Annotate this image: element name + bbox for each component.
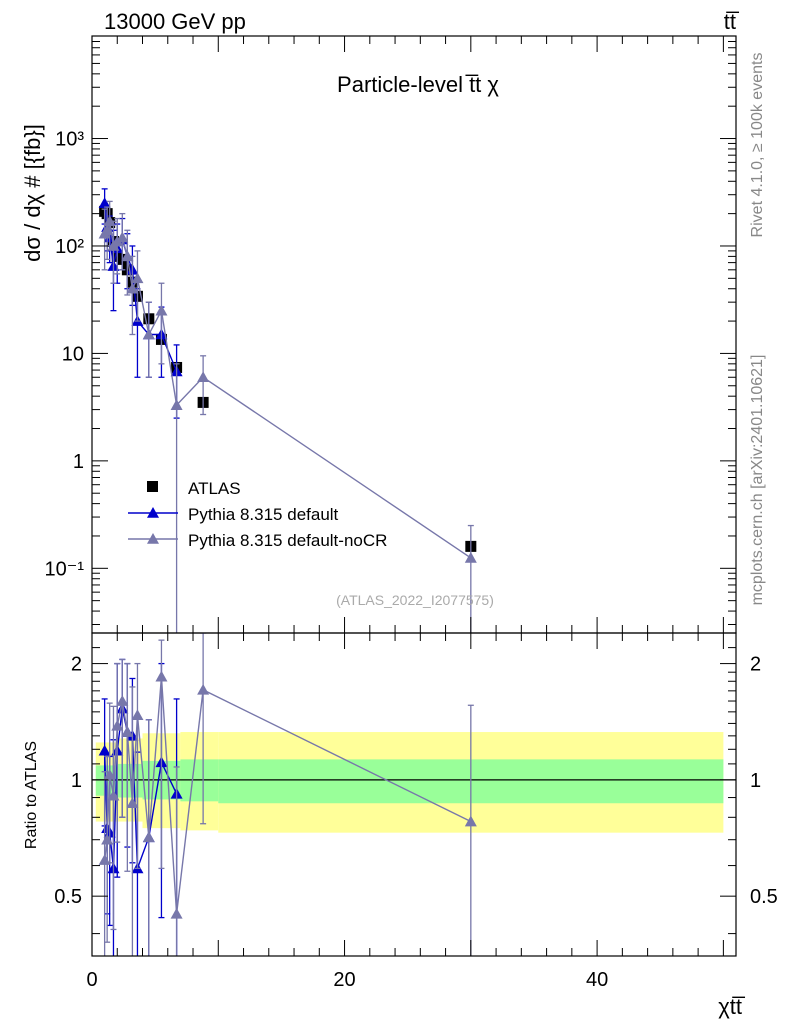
main-panel: 10⁻¹ 1 10 10² 10³ Particle-level t̅t χ dσ / …: [20, 35, 737, 634]
header-process-label: tt̅: [724, 9, 740, 34]
pythia-8-315-default-nocr-ratio-point: [116, 695, 129, 706]
ratio-y-tick-label: 2: [71, 654, 82, 676]
watermark-label: (ATLAS_2022_I2077575): [336, 592, 494, 608]
header-energy-label: 13000 GeV pp: [104, 9, 246, 34]
pythia-8-315-default-nocr-data-point: [131, 272, 144, 284]
ratio-y-axis-label: Ratio to ATLAS: [23, 741, 40, 849]
x-tick-label: 40: [586, 969, 608, 991]
pythia-8-315-default-nocr-data-point: [103, 215, 116, 227]
y-tick-label: 10²: [55, 236, 84, 258]
y-tick-label: 10⁻¹: [45, 558, 85, 580]
pythia-8-315-default-nocr-ratio-point: [170, 907, 183, 919]
legend: ATLAS Pythia 8.315 default Pythia 8.315 de…: [128, 479, 387, 550]
mcplots-reference-label: mcplots.cern.ch [arXiv:2401.10621]: [749, 355, 766, 606]
legend-marker: [147, 533, 159, 544]
pythia-8-315-default-nocr-data-point: [121, 250, 134, 262]
pythia-8-315-default-nocr-data-point: [126, 282, 139, 294]
legend-label: ATLAS: [188, 479, 241, 498]
main-title: Particle-level t̅t χ: [337, 72, 499, 97]
y-tick-label: 1: [73, 451, 84, 473]
pythia-8-315-default-nocr-ratio-point: [101, 833, 114, 845]
legend-label: Pythia 8.315 default: [188, 505, 339, 524]
pythia-8-315-default-nocr-data-point: [170, 399, 183, 410]
pythia-8-315-default-data-point: [98, 197, 111, 209]
pythia-8-315-default-nocr-ratio-point: [126, 797, 139, 809]
y-tick-label: 10³: [55, 129, 84, 151]
ratio-y-tick-label-right: 1: [750, 770, 761, 792]
pythia-8-315-default-nocr-data-point: [155, 304, 168, 316]
legend-marker: [147, 507, 159, 518]
ratio-y-tick-label: 1: [71, 770, 82, 792]
ratio-y-tick-label-right: 2: [750, 654, 761, 676]
ratio-panel: 0.5 0.51 12 20 20 40 Ratio to ATLAS χtt̅: [23, 632, 778, 1019]
pythia-8-315-default-nocr-ratio-point: [464, 815, 477, 827]
x-tick-label: 20: [333, 969, 355, 991]
pythia-8-315-default-nocr-ratio-point: [111, 719, 124, 731]
pythia-8-315-default-nocr-ratio-point: [107, 789, 120, 801]
pythia-8-315-default-nocr-data-point: [116, 231, 129, 243]
pythia-8-315-default-nocr-data-point: [197, 371, 210, 383]
pythia-8-315-default-ratio-point: [98, 744, 111, 756]
pythia-8-315-default-nocr-data-point: [464, 551, 477, 563]
x-tick-label: 0: [86, 969, 97, 991]
pythia-8-315-default-nocr-ratio-point: [98, 854, 111, 865]
x-axis-label: χtt̅: [718, 994, 745, 1019]
pythia-8-315-default-nocr-ratio-point: [121, 726, 134, 737]
pythia-8-315-default-nocr-ratio-point: [131, 709, 144, 721]
ratio-y-tick-label: 0.5: [54, 886, 82, 908]
pythia-8-315-default-nocr-ratio-point: [155, 670, 168, 682]
ratio-y-tick-label-right: 0.5: [750, 886, 778, 908]
pythia-8-315-default-nocr-ratio-point: [142, 831, 155, 843]
pythia-8-315-default-nocr-ratio-point: [197, 683, 210, 695]
ratio-panel-frame: [91, 632, 737, 957]
y-tick-label: 10: [62, 343, 84, 365]
legend-marker-atlas: [147, 481, 158, 492]
pythia-8-315-default-series-line: [103, 203, 178, 372]
pythia-8-315-default-nocr-data-point: [142, 328, 155, 340]
rivet-version-label: Rivet 4.1.0, ≥ 100k events: [749, 53, 766, 238]
pythia-8-315-default-nocr-ratio-point: [103, 768, 116, 780]
pythia-8-315-default-nocr-data-point: [101, 224, 114, 236]
legend-label: Pythia 8.315 default-noCR: [188, 531, 387, 550]
main-y-axis-label: dσ / dχ # [{fb}]: [20, 124, 45, 262]
